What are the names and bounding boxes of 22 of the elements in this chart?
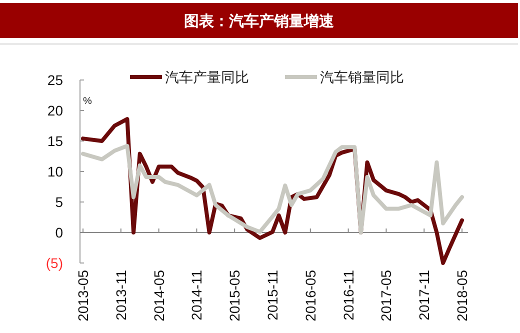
legend-label: 汽车产量同比: [165, 70, 249, 86]
y-tick-label: 25: [47, 72, 64, 88]
y-tick-label: (5): [46, 255, 63, 271]
y-tick-label: 5: [55, 194, 64, 210]
x-tick-label: 2017-11: [416, 270, 432, 320]
y-tick-label: 0: [55, 224, 64, 240]
x-tick-label: 2014-05: [150, 270, 167, 322]
y-tick-label: 10: [47, 164, 64, 180]
y-axis-title: %: [83, 96, 92, 107]
x-tick-label: 2015-05: [226, 270, 243, 322]
x-tick-label: 2013-05: [75, 270, 91, 322]
x-tick-label: 2016-11: [340, 270, 356, 320]
y-tick-label: 20: [47, 102, 64, 118]
legend-label: 汽车销量同比: [320, 70, 404, 86]
y-tick-label: 15: [47, 133, 64, 149]
x-tick-label: 2015-11: [264, 270, 280, 320]
x-tick-label: 2016-05: [302, 270, 318, 322]
x-tick-label: 2014-11: [188, 270, 205, 320]
x-tick-label: 2018-05: [454, 270, 470, 322]
x-tick-label: 2017-05: [378, 270, 394, 322]
chart-title: 图表：汽车产销量增速: [184, 12, 335, 30]
x-tick-label: 2013-11: [112, 270, 129, 320]
